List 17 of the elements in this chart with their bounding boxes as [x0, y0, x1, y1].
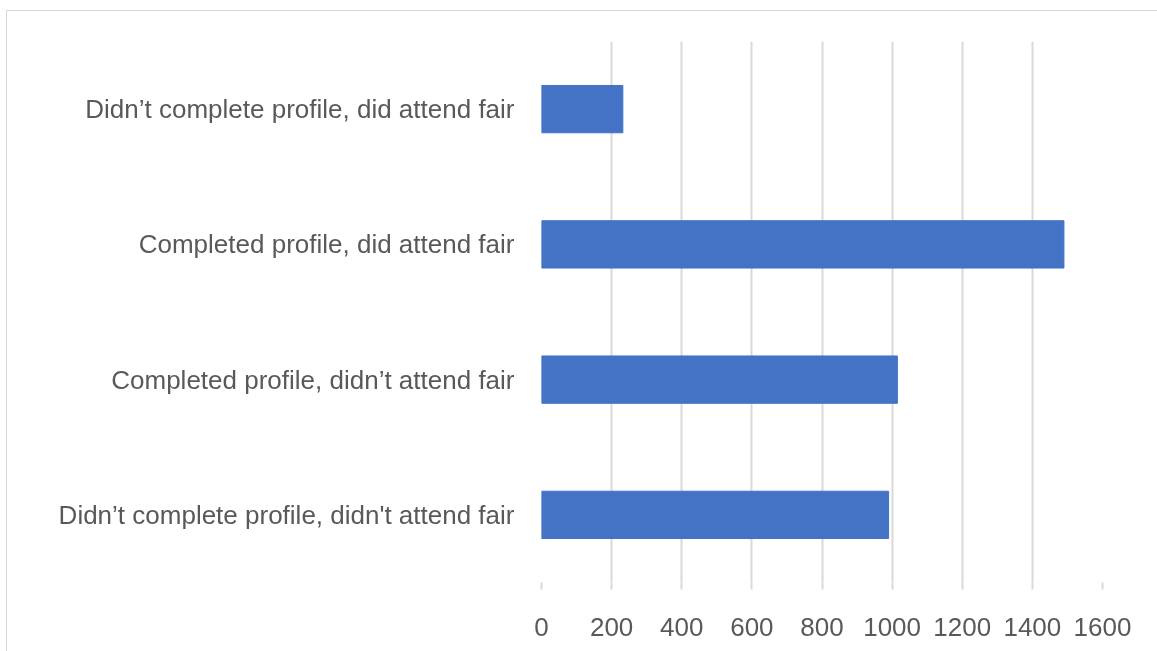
bar: [541, 355, 898, 404]
y-tick-label: Didn’t complete profile, didn't attend fair: [58, 499, 515, 530]
x-tick-label: 200: [589, 611, 634, 642]
x-tick-label: 1000: [863, 611, 922, 642]
x-tick-label: 0: [534, 611, 549, 642]
x-tick-label: 800: [800, 611, 844, 642]
y-tick-label: Completed profile, didn’t attend fair: [111, 364, 515, 395]
bar: [541, 220, 1065, 269]
y-tick-label: Completed profile, did attend fair: [138, 229, 515, 260]
x-tick-label: 1400: [1003, 611, 1062, 642]
x-tick-label: 400: [660, 611, 704, 642]
bar: [541, 490, 890, 540]
y-tick-label: Didn’t complete profile, did attend fair: [85, 94, 515, 125]
x-tick-label: 1600: [1073, 611, 1132, 642]
bar: [541, 84, 624, 134]
x-tick-label: 1200: [933, 611, 992, 642]
x-tick-label: 600: [730, 611, 774, 642]
